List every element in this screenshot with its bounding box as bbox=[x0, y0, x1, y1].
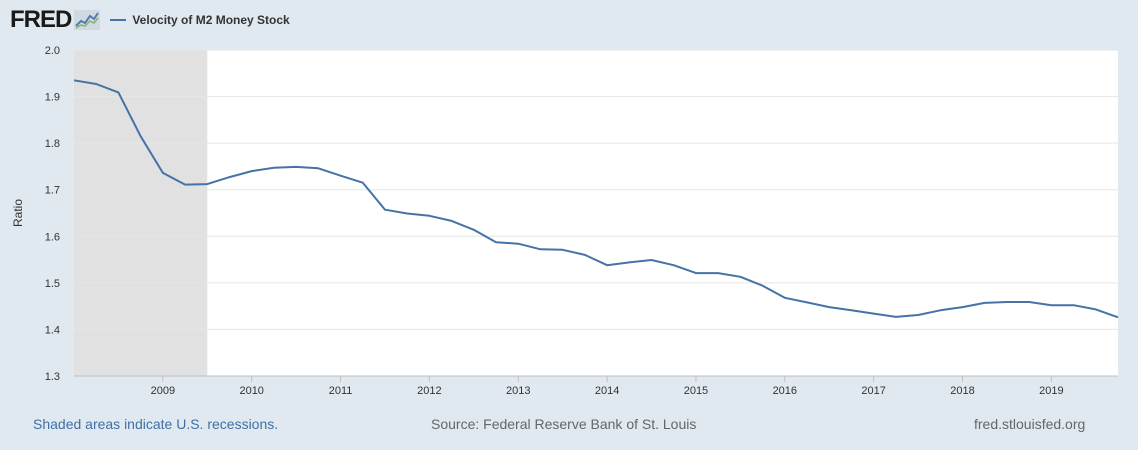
recession-shading bbox=[74, 50, 208, 376]
y-tick-label: 1.9 bbox=[45, 92, 60, 104]
x-tick-label: 2017 bbox=[861, 385, 885, 397]
x-tick-label: 2018 bbox=[950, 385, 974, 397]
x-tick-label: 2015 bbox=[684, 385, 708, 397]
x-tick-label: 2009 bbox=[151, 385, 175, 397]
x-tick-label: 2010 bbox=[239, 385, 263, 397]
y-tick-label: 1.6 bbox=[45, 231, 60, 243]
x-tick-label: 2012 bbox=[417, 385, 441, 397]
y-tick-label: 1.4 bbox=[45, 324, 60, 336]
legend-line-swatch bbox=[110, 19, 127, 21]
x-tick-label: 2014 bbox=[595, 385, 619, 397]
line-chart[interactable]: 1.3 1.4 1.5 1.6 1.7 1.8 1.9 2.0 2009 2010 2011 2012… bbox=[0, 0, 1138, 410]
source-text: Source: Federal Reserve Bank of St. Loui… bbox=[431, 416, 697, 432]
legend-series-label: Velocity of M2 Money Stock bbox=[132, 13, 290, 27]
fred-site-link[interactable]: fred.stlouisfed.org bbox=[974, 416, 1086, 432]
chart-header: FRED Velocity of M2 Money Stock bbox=[10, 4, 290, 36]
y-tick-label: 1.8 bbox=[45, 138, 60, 150]
fred-logo-text: FRED bbox=[10, 6, 72, 33]
x-tick-label: 2016 bbox=[773, 385, 797, 397]
x-tick-label: 2013 bbox=[506, 385, 530, 397]
y-tick-label: 2.0 bbox=[45, 45, 60, 57]
y-tick-label: 1.5 bbox=[45, 278, 60, 290]
fred-chart-icon bbox=[74, 10, 101, 30]
chart-legend: Velocity of M2 Money Stock bbox=[110, 13, 290, 27]
y-tick-label: 1.7 bbox=[45, 185, 60, 197]
recession-note-link[interactable]: Shaded areas indicate U.S. recessions. bbox=[33, 416, 279, 432]
plot-area bbox=[74, 50, 1118, 376]
y-axis-label: Ratio bbox=[11, 199, 25, 227]
x-tick-label: 2011 bbox=[329, 385, 353, 397]
series-line-velocity-m2[interactable] bbox=[73, 79, 1119, 319]
fred-logo[interactable]: FRED bbox=[10, 6, 101, 34]
x-tick-label: 2019 bbox=[1039, 385, 1063, 397]
y-tick-label: 1.3 bbox=[45, 371, 60, 383]
